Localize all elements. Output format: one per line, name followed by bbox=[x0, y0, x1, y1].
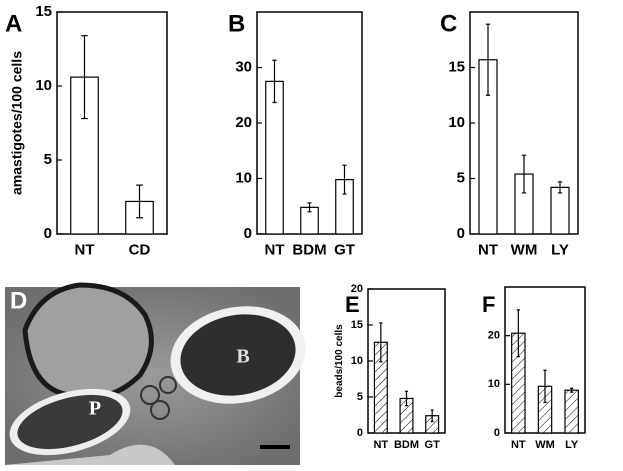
panel-label: D bbox=[10, 287, 27, 314]
error-bar bbox=[307, 202, 312, 213]
panel-label: E bbox=[345, 292, 360, 317]
error-bar bbox=[485, 23, 491, 96]
y-tick-label: 0 bbox=[457, 225, 465, 242]
y-tick-label: 20 bbox=[235, 114, 252, 131]
x-tick-label: NT bbox=[511, 439, 526, 451]
error-bar bbox=[342, 164, 347, 195]
y-tick-label: 10 bbox=[35, 77, 52, 94]
x-tick-label: NT bbox=[265, 241, 285, 258]
y-tick-label: 30 bbox=[235, 58, 252, 75]
annotation: P bbox=[89, 398, 101, 420]
error-bar bbox=[516, 309, 520, 358]
error-bar bbox=[430, 409, 434, 423]
y-axis-label: beads/100 cells bbox=[334, 324, 345, 398]
y-tick-label: 20 bbox=[488, 330, 500, 342]
y-tick-label: 0 bbox=[494, 427, 500, 439]
y-tick-label: 0 bbox=[44, 225, 52, 242]
plot-frame bbox=[56, 11, 168, 235]
x-tick-label: NT bbox=[478, 241, 498, 258]
error-bar bbox=[521, 154, 527, 194]
y-axis-label: amastigotes/100 cells bbox=[9, 51, 25, 195]
y-tick-label: 0 bbox=[244, 225, 252, 242]
x-tick-label: NT bbox=[373, 439, 388, 451]
error-bar bbox=[404, 390, 409, 407]
y-tick-label: 10 bbox=[351, 355, 363, 367]
error-bar bbox=[81, 35, 88, 120]
y-tick-label: 10 bbox=[488, 378, 500, 390]
annotation: B bbox=[236, 346, 249, 368]
bar bbox=[550, 186, 570, 235]
panel-label: A bbox=[5, 10, 22, 37]
x-tick-label: CD bbox=[129, 241, 151, 258]
x-tick-label: GT bbox=[334, 241, 355, 258]
y-tick-label: 20 bbox=[351, 283, 363, 295]
panel-label: F bbox=[482, 292, 495, 317]
bar bbox=[564, 389, 579, 434]
error-bar bbox=[557, 181, 563, 194]
y-tick-label: 0 bbox=[357, 427, 363, 439]
y-tick-label: 10 bbox=[235, 169, 252, 186]
panel-label: B bbox=[228, 10, 245, 37]
error-bar bbox=[543, 369, 547, 403]
x-tick-label: NT bbox=[75, 241, 95, 258]
x-tick-label: GT bbox=[425, 439, 441, 451]
x-tick-label: WM bbox=[535, 439, 555, 451]
x-tick-label: BDM bbox=[292, 241, 326, 258]
x-tick-label: LY bbox=[565, 439, 579, 451]
y-tick-label: 5 bbox=[357, 391, 363, 403]
x-tick-label: BDM bbox=[394, 439, 419, 451]
error-bar bbox=[136, 184, 143, 219]
y-tick-label: 5 bbox=[44, 151, 52, 168]
bar bbox=[265, 80, 284, 235]
y-tick-label: 5 bbox=[457, 169, 465, 186]
y-tick-label: 15 bbox=[448, 58, 465, 75]
y-tick-label: 10 bbox=[448, 114, 465, 131]
micrograph: D B P bbox=[5, 282, 306, 465]
x-tick-label: LY bbox=[551, 241, 569, 258]
error-bar bbox=[570, 387, 574, 393]
y-tick-label: 15 bbox=[35, 3, 52, 20]
x-tick-label: WM bbox=[511, 241, 538, 258]
panel-label: C bbox=[440, 10, 457, 37]
error-bar bbox=[379, 322, 383, 363]
error-bar bbox=[272, 59, 277, 104]
y-tick-label: 15 bbox=[351, 319, 363, 331]
